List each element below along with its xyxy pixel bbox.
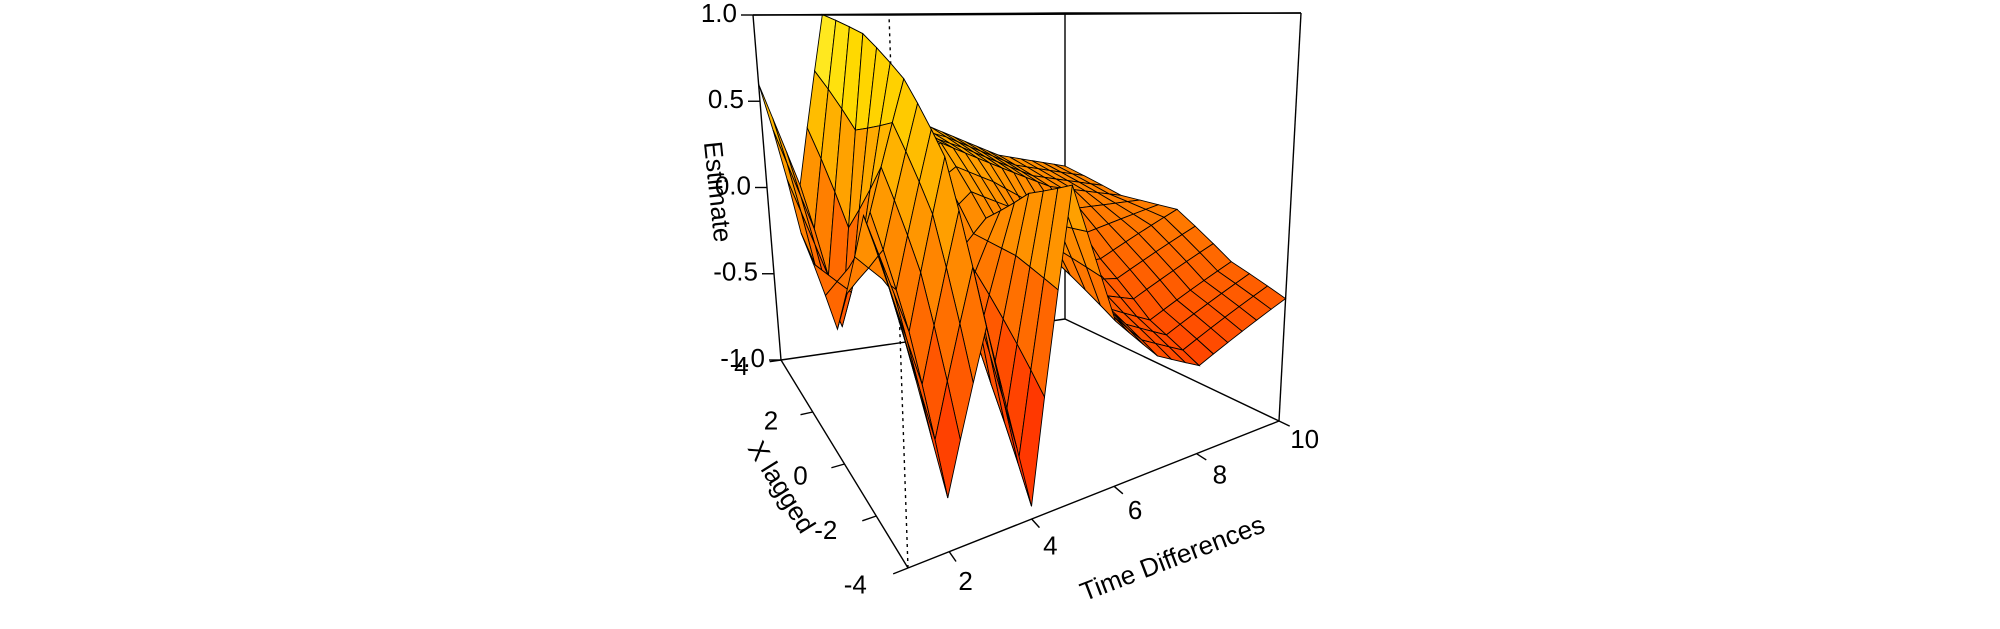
x-tick [1278, 420, 1291, 427]
x-tick-label: 4 [1043, 531, 1057, 561]
y-tick [831, 463, 845, 469]
surface-facet [772, 129, 802, 213]
x-tick [1196, 453, 1207, 461]
surface-facet [887, 282, 917, 381]
x-tick-label: 6 [1128, 495, 1142, 525]
box-edge [888, 14, 909, 569]
x-axis-line [907, 420, 1280, 569]
box-edge [1278, 12, 1302, 422]
x-tick [1113, 485, 1124, 495]
surface-facet [772, 117, 802, 197]
y-tick [892, 567, 909, 575]
y-tick [800, 411, 813, 416]
z-tick-label: -1.0 [720, 343, 765, 373]
x-tick [948, 551, 957, 562]
z-tick-label: 0.0 [715, 170, 751, 200]
y-tick-label: 0 [793, 460, 807, 490]
z-tick-label: 0.5 [708, 84, 744, 114]
y-tick [862, 515, 877, 522]
z-tick-label: -0.5 [713, 257, 758, 287]
y-axis-label: X lagged [742, 435, 822, 538]
surface-facet [758, 83, 788, 164]
y-tick-label: -2 [814, 515, 837, 545]
x-tick-label: 2 [958, 566, 972, 596]
x-tick-label: 10 [1290, 424, 1319, 454]
y-tick-label: 2 [764, 406, 778, 436]
box-edge [888, 12, 1302, 16]
y-tick-label: 4 [734, 351, 748, 381]
surface [758, 13, 1287, 507]
box-edge [1064, 318, 1280, 422]
z-axis-label: Estimate [698, 140, 738, 244]
x-tick-label: 8 [1213, 460, 1227, 490]
z-tick-label: 1.0 [701, 0, 737, 28]
x-tick [1031, 518, 1040, 529]
y-tick-label: -4 [844, 570, 867, 600]
x-axis-label: Time Differences [1076, 509, 1269, 607]
